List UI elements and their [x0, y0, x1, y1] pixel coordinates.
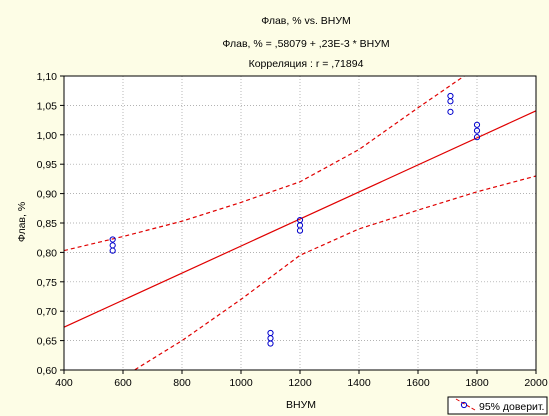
- x-tick-label: 1200: [288, 377, 312, 389]
- confidence-lower-line: [133, 175, 536, 370]
- chart-title: Флав, % vs. ВНУМ: [261, 15, 351, 27]
- y-axis-title: Флав, %: [16, 202, 28, 242]
- data-point: [473, 121, 481, 128]
- x-tick-label: 1800: [465, 377, 489, 389]
- data-point: [473, 127, 481, 134]
- regression-line: [64, 110, 536, 328]
- regression-fit-line: [64, 110, 536, 328]
- legend-marker-swatch: [460, 401, 468, 409]
- y-tick-label: 0,95: [37, 159, 58, 171]
- y-tick-label: 1,10: [37, 71, 58, 83]
- data-point: [473, 134, 481, 141]
- x-tick-label: 1600: [406, 377, 430, 389]
- legend-label: 95% доверит.: [479, 401, 544, 413]
- y-tick-label: 0,75: [37, 277, 58, 289]
- x-tick-label: 2000: [524, 377, 548, 389]
- data-point: [447, 98, 454, 105]
- y-tick-label: 1,00: [37, 130, 58, 142]
- x-axis-ticks: 400 600 800 1000 1200 1400 1600 1800 2000: [55, 370, 548, 389]
- legend-line-swatch: [455, 398, 476, 411]
- data-point: [267, 340, 274, 347]
- data-point: [447, 108, 454, 115]
- y-tick-label: 0,70: [37, 306, 58, 318]
- x-tick-label: 1000: [229, 377, 253, 389]
- confidence-band: [64, 76, 536, 370]
- confidence-upper-line: [64, 76, 466, 252]
- data-point: [109, 236, 116, 243]
- data-points: [109, 92, 481, 347]
- x-tick-label: 400: [55, 377, 73, 389]
- chart-equation: Флав, % = ,58079 + ,23E-3 * ВНУМ: [222, 38, 389, 50]
- data-point: [296, 227, 304, 234]
- x-tick-label: 600: [114, 377, 132, 389]
- y-axis-ticks: 0,60 0,65 0,70 0,75 0,80 0,85 0,90 0,95 1,00 1,05…: [37, 71, 64, 377]
- y-tick-label: 0,90: [37, 189, 58, 201]
- y-tick-label: 0,80: [37, 247, 58, 259]
- x-tick-label: 800: [173, 377, 191, 389]
- x-axis-title: ВНУМ: [286, 399, 316, 411]
- y-tick-label: 1,05: [37, 100, 58, 112]
- y-tick-label: 0,60: [37, 365, 58, 377]
- y-tick-label: 0,85: [37, 218, 58, 230]
- legend-box: [447, 396, 548, 415]
- data-point: [109, 247, 116, 254]
- x-tick-label: 1400: [347, 377, 371, 389]
- chart-correlation: Корреляция : r = ,71894: [249, 58, 364, 70]
- legend: 95% доверит.: [447, 396, 548, 415]
- y-tick-label: 0,65: [37, 336, 58, 348]
